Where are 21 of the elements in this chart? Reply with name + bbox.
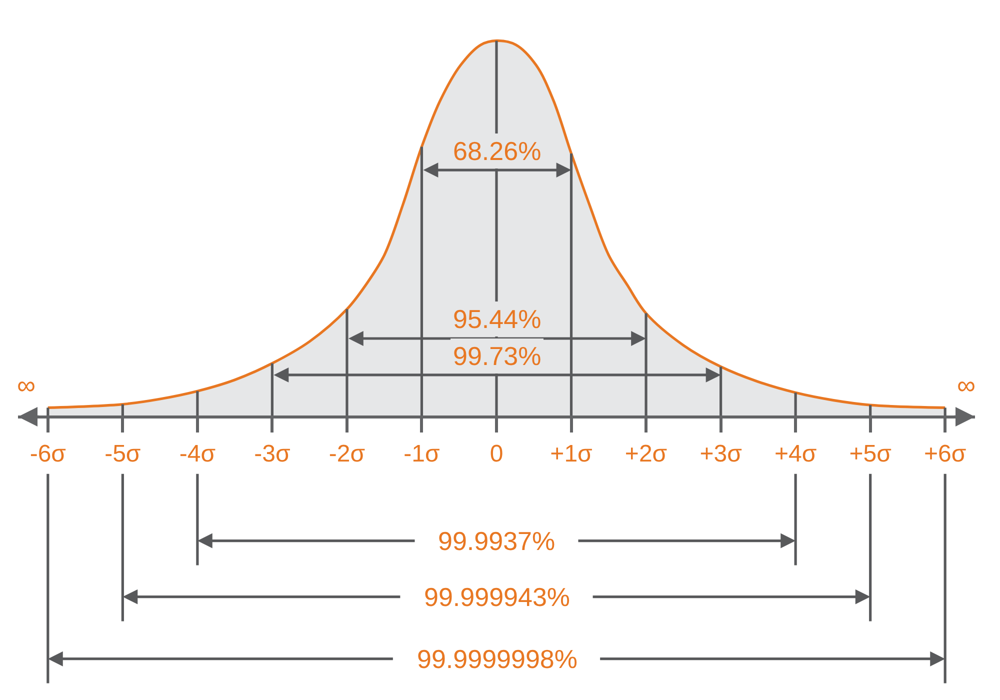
annotation: ∞ bbox=[957, 370, 976, 400]
text: 99.999943% bbox=[424, 582, 570, 612]
x-tick-label: +2σ bbox=[624, 440, 668, 468]
annotation: ∞ bbox=[17, 370, 36, 400]
x-tick-label: +1σ bbox=[550, 440, 593, 468]
annotation: 99.73% bbox=[453, 341, 542, 371]
x-tick-label: 0 bbox=[490, 440, 504, 468]
annotation: 95.44% bbox=[453, 304, 542, 334]
x-tick-label: -3σ bbox=[254, 440, 290, 468]
text: 99.9937% bbox=[438, 526, 556, 556]
x-tick-label: -4σ bbox=[179, 440, 216, 468]
x-tick-label: -5σ bbox=[104, 440, 141, 468]
x-tick-label: -2σ bbox=[328, 440, 366, 468]
x-tick-label: -1σ bbox=[404, 440, 440, 468]
annotation: 68.26% bbox=[453, 136, 542, 166]
x-tick-label: +4σ bbox=[774, 440, 817, 468]
x-tick-label: -6σ bbox=[30, 440, 66, 468]
x-tick-label: +3σ bbox=[700, 440, 742, 468]
x-tick-label: +5σ bbox=[849, 440, 892, 468]
text: 99.9999998% bbox=[417, 644, 578, 674]
x-tick-label: +6σ bbox=[924, 440, 966, 468]
